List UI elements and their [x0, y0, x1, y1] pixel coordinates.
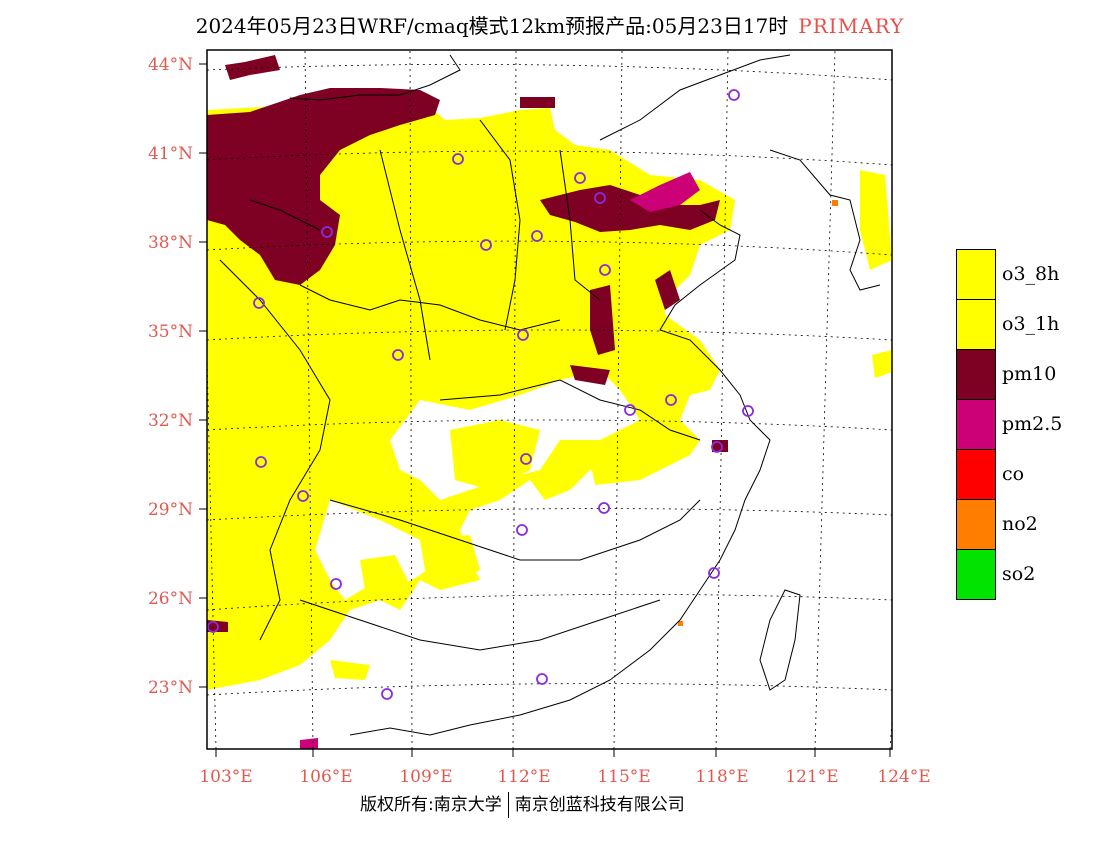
pm10-patch-hebei [655, 270, 680, 310]
no2-dot-1 [832, 200, 838, 206]
legend-item-pm10: pm10 [956, 349, 1096, 400]
station-markers [207, 89, 754, 700]
legend-label-co: co [1002, 463, 1025, 485]
legend-swatch-o3-1h [956, 299, 996, 350]
o3-patch-6 [872, 350, 892, 378]
copyright-right: 南京创蓝科技有限公司 [514, 795, 685, 815]
copyright-left: 版权所有:南京大学 [360, 795, 502, 815]
boundaries [219, 54, 881, 736]
legend-item-pm25: pm2.5 [956, 399, 1096, 450]
lat-label-38: 38°N [148, 233, 193, 253]
pollutant-legend: o3_8h o3_1h pm10 pm2.5 co no2 so2 [956, 249, 1096, 600]
lon-label-121: 121°E [785, 767, 838, 787]
o3-patch-2 [360, 555, 410, 600]
map-title: 2024年05月23日WRF/cmaq模式12km预报产品:05月23日17时 P… [0, 10, 1100, 39]
legend-label-o3-8h: o3_8h [1002, 263, 1060, 285]
legend-item-o3-8h: o3_8h [956, 249, 1096, 300]
pm10-region-northwest [207, 88, 440, 285]
o3-patch-7 [590, 460, 640, 485]
o3-patch-1 [450, 420, 540, 490]
legend-item-o3-1h: o3_1h [956, 299, 1096, 350]
title-main: 2024年05月23日WRF/cmaq模式12km预报产品:05月23日17时 [195, 14, 789, 38]
legend-item-no2: no2 [956, 499, 1096, 550]
legend-label-no2: no2 [1002, 513, 1038, 535]
tick-marks [199, 63, 891, 757]
pm10-patch-anhui [570, 365, 610, 385]
o3-patch-3 [420, 535, 480, 585]
copyright-footer: 版权所有:南京大学 南京创蓝科技有限公司 [360, 790, 685, 818]
lat-label-44: 44°N [148, 55, 193, 75]
legend-swatch-so2 [956, 549, 996, 600]
lon-label-106: 106°E [299, 767, 352, 787]
lon-label-124: 124°E [877, 767, 930, 787]
legend-swatch-no2 [956, 499, 996, 550]
legend-label-o3-1h: o3_1h [1002, 313, 1060, 335]
lat-label-26: 26°N [148, 589, 193, 609]
pm10-patch-top [225, 55, 280, 80]
legend-label-pm10: pm10 [1002, 363, 1057, 385]
o3-patch-4 [330, 660, 370, 680]
o3-patch-5 [860, 170, 892, 270]
pm10-patch-top-center [520, 97, 555, 108]
legend-swatch-co [956, 449, 996, 500]
longitude-graticule [207, 50, 892, 749]
pm10-patch-shanghai [712, 440, 728, 452]
lon-label-109: 109°E [399, 767, 452, 787]
lat-label-35: 35°N [148, 322, 193, 342]
latitude-graticule [207, 63, 892, 696]
map-frame-border [206, 49, 893, 750]
legend-swatch-pm25 [956, 399, 996, 450]
pm25-region-north-china [630, 172, 700, 212]
pm10-patch-shandong [590, 285, 615, 355]
pm10-region-north-china [540, 185, 720, 232]
clean-region-sw [315, 500, 440, 600]
footer-separator [507, 792, 509, 818]
lat-label-23: 23°N [148, 678, 193, 698]
pm10-patch-bottom [300, 738, 318, 749]
legend-label-pm25: pm2.5 [1002, 413, 1063, 435]
title-tag: PRIMARY [798, 14, 905, 38]
lat-label-29: 29°N [148, 500, 193, 520]
legend-item-so2: so2 [956, 549, 1096, 600]
lat-label-41: 41°N [148, 144, 193, 164]
legend-label-so2: so2 [1002, 563, 1036, 585]
legend-item-co: co [956, 449, 1096, 500]
legend-swatch-o3-8h [956, 249, 996, 300]
lat-label-32: 32°N [148, 411, 193, 431]
lon-label-112: 112°E [497, 767, 550, 787]
lon-label-118: 118°E [695, 767, 748, 787]
lon-label-115: 115°E [597, 767, 650, 787]
lon-label-103: 103°E [199, 767, 252, 787]
legend-swatch-pm10 [956, 349, 996, 400]
no2-dot-2 [678, 621, 683, 626]
